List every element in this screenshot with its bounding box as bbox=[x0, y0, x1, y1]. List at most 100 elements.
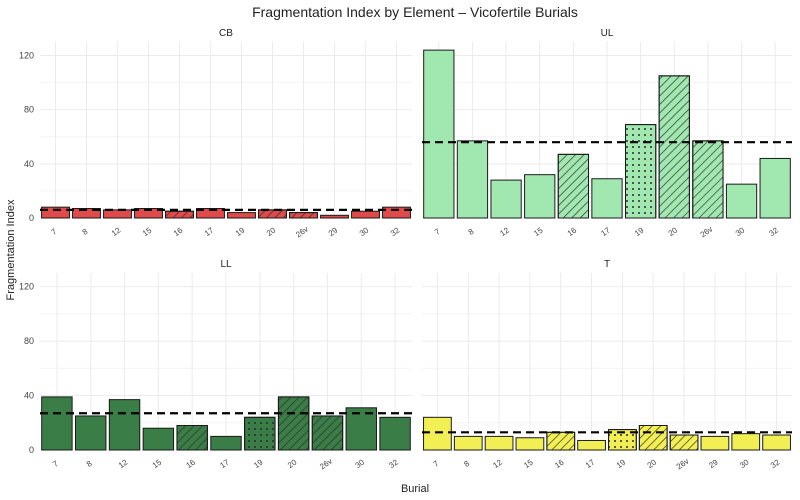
x-tick-label: 12 bbox=[491, 457, 504, 470]
x-tick-label: 32 bbox=[389, 225, 402, 238]
x-tick-label: 15 bbox=[141, 225, 154, 238]
x-tick-label: 16 bbox=[172, 225, 185, 238]
bar-ll-12 bbox=[108, 399, 141, 451]
x-tick-label: 19 bbox=[234, 225, 247, 238]
bar-t-12 bbox=[484, 435, 514, 451]
bar-cb-7 bbox=[41, 206, 70, 219]
bar-t-15 bbox=[515, 437, 545, 451]
bar-ul-30 bbox=[725, 183, 758, 219]
x-tick-label: 16 bbox=[553, 457, 566, 470]
x-tick-label: 30 bbox=[354, 457, 367, 470]
x-tick-label: 16 bbox=[185, 457, 198, 470]
x-tick-label: 20 bbox=[265, 225, 278, 238]
x-tick-label: 7 bbox=[51, 459, 60, 469]
bar-pattern-stripe bbox=[258, 209, 287, 219]
x-tick-label: 32 bbox=[768, 225, 781, 238]
x-tick-label: 15 bbox=[522, 457, 535, 470]
x-tick-label: 19 bbox=[252, 457, 265, 470]
panel-label-ul: UL bbox=[601, 28, 614, 39]
bar-cb-15 bbox=[134, 208, 163, 219]
x-tick-label: 20 bbox=[646, 457, 659, 470]
y-tick-label: 80 bbox=[24, 336, 34, 346]
bar-ul-8 bbox=[456, 140, 489, 219]
bar-cb-19 bbox=[227, 212, 256, 219]
y-tick-label: 40 bbox=[24, 391, 34, 401]
bar-cb-29 bbox=[320, 214, 349, 219]
bar-ll-17 bbox=[210, 435, 242, 451]
x-tick-label: 15 bbox=[151, 457, 164, 470]
bar-ll-15 bbox=[142, 427, 175, 451]
x-tick-label: 12 bbox=[117, 457, 130, 470]
x-tick-label: 29 bbox=[707, 457, 720, 470]
x-tick-label: 8 bbox=[81, 227, 90, 237]
bar-pattern-stripe bbox=[165, 210, 194, 219]
x-tick-label: 20 bbox=[667, 225, 680, 238]
bar-pattern-stripe bbox=[557, 153, 590, 219]
bar-t-8 bbox=[453, 435, 483, 451]
x-tick-label: 7 bbox=[433, 227, 442, 237]
bar-cb-17 bbox=[196, 208, 225, 219]
bar-ll-32 bbox=[379, 416, 411, 451]
x-tick-label: 19 bbox=[615, 457, 628, 470]
bar-t-30 bbox=[731, 433, 761, 451]
y-axis-title: Fragmentation Index bbox=[5, 199, 17, 300]
bar-cb-32 bbox=[382, 206, 411, 219]
x-tick-label: 26v bbox=[699, 225, 715, 240]
x-tick-label: 30 bbox=[734, 225, 747, 238]
x-tick-label: 16 bbox=[566, 225, 579, 238]
bar-t-7 bbox=[423, 416, 452, 451]
x-tick-label: 32 bbox=[387, 457, 400, 470]
bar-pattern-stripe bbox=[638, 424, 668, 451]
bar-pattern-stripe bbox=[658, 75, 690, 219]
bar-pattern-stripe bbox=[692, 140, 724, 219]
bar-cb-12 bbox=[103, 209, 132, 219]
chart-title: Fragmentation Index by Element – Vicofer… bbox=[252, 4, 578, 20]
bar-t-32 bbox=[762, 434, 791, 451]
bar-t-29 bbox=[700, 435, 730, 451]
x-tick-label: 32 bbox=[769, 457, 782, 470]
x-tick-label: 8 bbox=[467, 227, 476, 237]
bar-pattern-dots bbox=[244, 416, 276, 451]
bar-ul-7 bbox=[423, 49, 455, 219]
panel-ll: LL 0 40 80 120 7 8 12 15 16 17 19 20 26v 30 32 bbox=[19, 259, 412, 471]
y-tick-label: 120 bbox=[19, 51, 34, 61]
panel-label-ll: LL bbox=[220, 259, 232, 270]
panel-t: T 7 8 12 15 16 17 19 20 26v 29 30 32 bbox=[422, 259, 792, 471]
bar-pattern-stripe bbox=[277, 396, 310, 451]
x-tick-label: 26v bbox=[675, 457, 691, 472]
y-tick-label: 80 bbox=[24, 105, 34, 115]
x-tick-label: 7 bbox=[432, 459, 441, 469]
y-tick-label: 120 bbox=[19, 282, 34, 292]
bar-cb-30 bbox=[351, 210, 380, 219]
panel-label-t: T bbox=[604, 259, 610, 270]
bar-ul-17 bbox=[591, 178, 623, 219]
bar-cb-8 bbox=[72, 208, 101, 219]
x-tick-label: 12 bbox=[110, 225, 123, 238]
x-tick-label: 12 bbox=[498, 225, 511, 238]
bar-pattern-stripe bbox=[669, 434, 699, 451]
bar-pattern-dots bbox=[625, 124, 657, 219]
x-tick-label: 30 bbox=[738, 457, 751, 470]
bar-pattern-stripe bbox=[311, 415, 344, 451]
x-tick-label: 8 bbox=[462, 459, 471, 469]
bar-ul-12 bbox=[490, 179, 522, 219]
bar-t-17 bbox=[577, 439, 606, 451]
x-tick-label: 8 bbox=[85, 459, 94, 469]
x-tick-label: 29 bbox=[327, 225, 340, 238]
bar-ll-8 bbox=[75, 415, 107, 451]
bar-ll-7 bbox=[41, 396, 73, 451]
x-tick-label: 17 bbox=[203, 225, 216, 238]
panel-cb: CB 0 40 80 120 7 8 12 15 16 17 19 20 26v 29 30 32 bbox=[19, 28, 412, 239]
x-tick-label: 7 bbox=[50, 227, 59, 237]
x-tick-label: 15 bbox=[532, 225, 545, 238]
x-tick-label: 20 bbox=[286, 457, 299, 470]
x-tick-label: 26v bbox=[294, 225, 310, 240]
x-tick-label: 26v bbox=[318, 457, 334, 472]
bar-pattern-stripe bbox=[289, 212, 318, 219]
x-tick-label: 30 bbox=[358, 225, 371, 238]
panel-label-cb: CB bbox=[219, 28, 233, 39]
y-tick-label: 0 bbox=[29, 445, 34, 455]
x-tick-label: 19 bbox=[633, 225, 646, 238]
x-axis-title: Burial bbox=[401, 483, 429, 495]
